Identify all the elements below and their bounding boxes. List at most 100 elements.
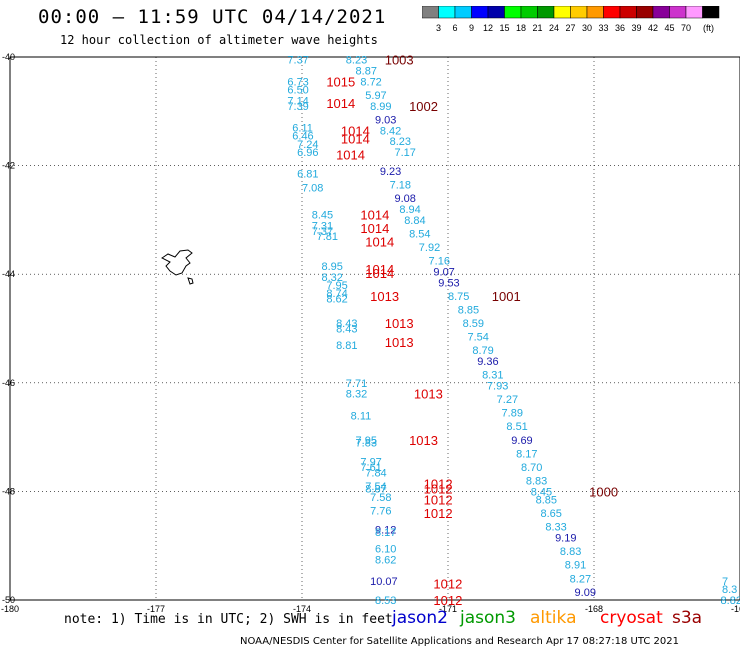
swh-value: 8.3 (722, 584, 737, 596)
legend-label: 18 (516, 23, 526, 33)
pressure-value: 1014 (365, 235, 394, 250)
legend-swatch (702, 6, 720, 19)
legend-label: 39 (631, 23, 641, 33)
swh-value: 8.83 (560, 546, 581, 558)
swh-value: 7.27 (497, 394, 518, 406)
swh-value: 8.23 (346, 55, 367, 67)
swh-value: 8.11 (351, 410, 372, 422)
swh-value: 8.87 (356, 66, 377, 78)
swh-value: 9.12 (375, 524, 396, 536)
swh-value: 6.50 (287, 85, 308, 97)
swh-value: 7.37 (287, 55, 308, 67)
swh-value: 6.73 (287, 76, 308, 88)
swh-value: 7.84 (365, 467, 386, 479)
swh-value: 7.08 (302, 182, 323, 194)
swh-value: 9.69 (511, 435, 532, 447)
swh-value: 7.83 (356, 438, 377, 450)
pressure-value: 1014 (336, 148, 365, 163)
swh-value: 8.81 (336, 340, 357, 352)
swh-value: 7.71 (346, 378, 367, 390)
swh-value: 7.61 (360, 462, 381, 474)
swh-value: 8.32 (346, 389, 367, 401)
swh-value: 9.19 (555, 533, 576, 545)
pressure-value: 1002 (409, 99, 438, 114)
swh-value: 9.09 (575, 587, 596, 599)
lon-tick-label: -177 (147, 604, 165, 614)
axis-tick-labels: -180 -177 -174 -171 -168 -165 -40 -42 -44 -46 -48 -… (1, 52, 740, 614)
pressure-value: 1012 (424, 482, 453, 497)
swh-value: 8.54 (409, 228, 430, 240)
lat-tick-label: -46 (2, 378, 15, 388)
legend-label: 70 (681, 23, 691, 33)
credit-text: NOAA/NESDIS Center for Satellite Applica… (240, 636, 679, 647)
pressure-value: 1015 (326, 74, 355, 89)
pressure-value: 1013 (414, 387, 443, 402)
swh-value: 8.53 (375, 595, 396, 607)
swh-labels: 7.37 8.238.876.73 8.726.50 5.977.147.39 8.99… (287, 55, 740, 607)
pressure-value: 1014 (365, 266, 394, 281)
legend-label: (ft) (703, 23, 714, 33)
pressure-value: 1013 (385, 316, 414, 331)
pressure-value: 1014 (360, 221, 389, 236)
swh-value: 7.18 (390, 180, 411, 192)
swh-value: 6.46 (292, 131, 313, 143)
swh-value: 7.58 (370, 492, 391, 504)
legend-label: 21 (532, 23, 542, 33)
lat-tick-label: -50 (2, 595, 15, 605)
lon-tick-label: -168 (585, 604, 603, 614)
pressure-value: 1013 (385, 335, 414, 350)
swh-value: 6.81 (297, 169, 318, 181)
swh-value: 8.43 (336, 318, 357, 330)
swh-value: 8.59 (463, 318, 484, 330)
swh-value: 8.82 (721, 595, 740, 607)
swh-value: 8.85 (458, 304, 479, 316)
satellite-altika: altika (530, 608, 577, 628)
lat-tick-label: -40 (2, 52, 15, 62)
swh-value: 8.32 (321, 272, 342, 284)
swh-value: 8.33 (545, 522, 566, 534)
page-subtitle: 12 hour collection of altimeter wave hei… (60, 33, 378, 47)
swh-value: 8.45 (531, 486, 552, 498)
swh-value: 7.16 (429, 256, 450, 268)
legend-label: 27 (565, 23, 575, 33)
swh-value: 8.31 (482, 370, 503, 382)
swh-value: 8.72 (360, 76, 381, 88)
color-legend: 3 6 9 12 15 18 21 24 27 30 33 36 39 42 45 70 (ft) (422, 6, 720, 33)
legend-label: 36 (615, 23, 625, 33)
pressure-value: 1013 (409, 433, 438, 448)
swh-value: 5.97 (365, 90, 386, 102)
swh-value: 6.10 (375, 543, 396, 555)
swh-value: 8.94 (399, 204, 420, 216)
pressure-value: 1013 (370, 289, 399, 304)
swh-value: 7.95 (356, 435, 377, 447)
pressure-value: 1014 (341, 131, 370, 146)
swh-value: 8.45 (312, 209, 333, 221)
pressure-value: 1012 (424, 493, 453, 508)
swh-value: 7.93 (487, 381, 508, 393)
swh-value: 8.74 (326, 288, 347, 300)
pressure-value: 1012 (424, 476, 453, 491)
lon-tick-label: -171 (439, 604, 457, 614)
swh-value: 7.31 (312, 220, 333, 232)
swh-value: 8.62 (375, 554, 396, 566)
swh-value: 8.79 (472, 345, 493, 357)
lon-tick-label: -180 (1, 604, 19, 614)
pressure-value: 1003 (385, 53, 414, 68)
legend-label: 12 (483, 23, 493, 33)
swh-value: 7.95 (326, 280, 347, 292)
swh-value: 8.95 (321, 261, 342, 273)
satellite-cryosat: cryosat (600, 608, 663, 628)
swh-value: 7.24 (297, 139, 318, 151)
pressure-value: 1012 (424, 506, 453, 521)
swh-value: 7.81 (317, 231, 338, 243)
swh-value: 7.54 (467, 332, 488, 344)
swh-value: 7.76 (370, 505, 391, 517)
legend-label: 3 (436, 23, 441, 33)
swh-value: 10.07 (370, 576, 398, 588)
swh-value: 7 (722, 576, 728, 588)
swh-value: 8.83 (526, 476, 547, 488)
island-outline (161, 249, 194, 285)
satellite-jason3: jason3 (460, 608, 516, 628)
swh-value: 7.37 (312, 226, 333, 238)
